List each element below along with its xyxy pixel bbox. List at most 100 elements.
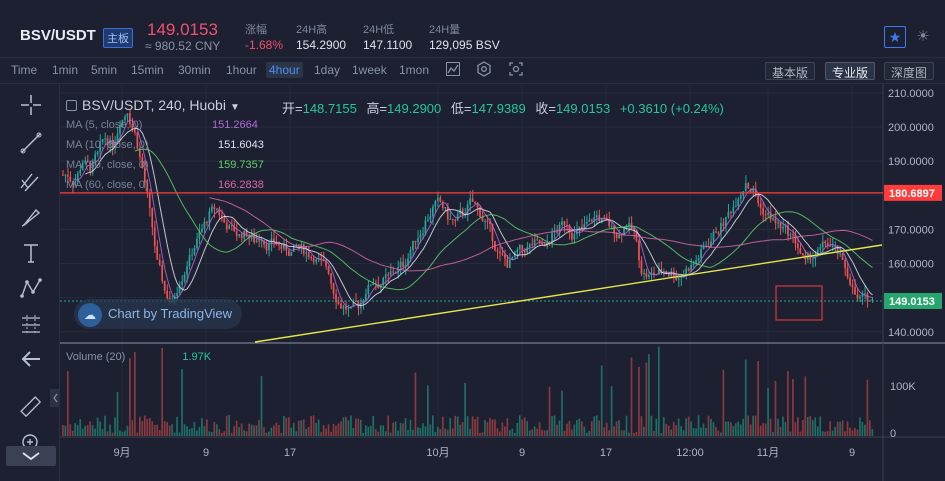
close-value: 149.0153 xyxy=(555,101,611,116)
tradingview-watermark[interactable]: ☁ Chart by TradingView xyxy=(74,299,243,329)
depth-chart-button[interactable]: 深度图 xyxy=(884,62,935,80)
drawing-tools-rail xyxy=(0,84,60,481)
tf-1day[interactable]: 1day xyxy=(314,63,341,77)
close-label: 收= xyxy=(535,101,556,116)
volume-bar xyxy=(854,427,856,436)
ma10-legend[interactable]: MA (10, close, 0) xyxy=(66,139,149,151)
favorite-star-icon[interactable]: ★ xyxy=(884,26,906,48)
brush-icon[interactable] xyxy=(18,204,44,230)
candle-body xyxy=(79,169,82,174)
tf-time[interactable]: Time xyxy=(11,63,38,77)
tf-1mon[interactable]: 1mon xyxy=(399,63,430,77)
volume-bar xyxy=(804,376,807,436)
tf-5min[interactable]: 5min xyxy=(91,63,118,77)
fullscreen-icon[interactable] xyxy=(506,61,526,81)
legend-toggle-icon[interactable] xyxy=(66,100,77,111)
back-arrow-icon[interactable] xyxy=(18,346,44,372)
candle-body xyxy=(508,259,511,268)
volume-bar xyxy=(151,421,154,436)
price-tick-label: 170.0000 xyxy=(888,224,934,236)
pair-name[interactable]: BSV/USDT xyxy=(20,27,96,44)
trend-line-icon[interactable] xyxy=(18,130,44,156)
volume-bar xyxy=(563,431,566,436)
volume-bar xyxy=(109,424,111,436)
tf-30min[interactable]: 30min xyxy=(178,63,211,77)
volume-bar xyxy=(494,419,496,436)
ma30-legend[interactable]: MA (30, close, 0) xyxy=(66,159,149,171)
volume-bar xyxy=(350,415,352,436)
highlight-box[interactable] xyxy=(775,285,823,321)
tf-1week[interactable]: 1week xyxy=(352,63,387,77)
candle-body xyxy=(779,222,782,229)
price-chart[interactable]: 210.0000 200.0000 190.0000 180.6897 170.0000… xyxy=(60,84,945,481)
volume-bar xyxy=(355,418,357,436)
volume-value: 129,095 BSV xyxy=(429,38,500,52)
volume-bar xyxy=(826,431,829,436)
settings-gear-icon[interactable] xyxy=(474,61,494,81)
candle-body xyxy=(230,225,233,227)
volume-bar xyxy=(382,425,385,436)
candle-body xyxy=(255,240,258,243)
chart-canvas[interactable]: 210.0000 200.0000 190.0000 180.6897 170.0000… xyxy=(60,84,945,481)
candle-body xyxy=(206,221,208,224)
volume-bar xyxy=(707,415,710,436)
tf-1hour[interactable]: 1hour xyxy=(226,63,257,77)
symbol-legend[interactable]: BSV/USDT, 240, Huobi ▼ xyxy=(66,97,240,113)
volume-bar xyxy=(613,426,615,436)
candle-body xyxy=(645,272,648,278)
theme-sun-icon[interactable]: ☀ xyxy=(916,28,930,45)
volume-bar xyxy=(255,425,258,436)
volume-bar xyxy=(377,431,380,436)
volume-legend[interactable]: Volume (20) 1.97K xyxy=(66,351,211,363)
support-trendline[interactable] xyxy=(254,244,883,343)
candle-body xyxy=(99,142,101,152)
candle-body xyxy=(784,225,787,227)
candle-body xyxy=(146,182,149,194)
candle-body xyxy=(156,246,159,260)
volume-bar xyxy=(258,419,260,436)
text-tool-icon[interactable] xyxy=(18,240,44,266)
price-tick-label: 210.0000 xyxy=(888,88,934,100)
basic-version-button[interactable]: 基本版 xyxy=(765,62,816,80)
symbol-menu-chevron-icon[interactable]: ▼ xyxy=(229,102,240,113)
pattern-icon[interactable] xyxy=(18,276,44,302)
volume-bar xyxy=(605,422,608,436)
candle-body xyxy=(312,258,315,262)
volume-bar xyxy=(191,428,193,436)
candle-body xyxy=(841,253,844,261)
volume-bar xyxy=(441,416,444,436)
ma60-legend[interactable]: MA (60, close, 0) xyxy=(66,179,149,191)
tf-1min[interactable]: 1min xyxy=(52,63,79,77)
fib-lines-icon[interactable] xyxy=(18,168,44,194)
candle-body xyxy=(141,157,144,168)
candle-body xyxy=(866,293,869,301)
collapse-left-icon[interactable] xyxy=(50,389,60,407)
symbol-label: BSV/USDT, 240, Huobi xyxy=(82,97,226,113)
ruler-icon[interactable] xyxy=(18,394,44,420)
volume-bar xyxy=(223,431,226,436)
pro-version-button[interactable]: 专业版 xyxy=(825,62,876,80)
candle-body xyxy=(829,245,831,247)
crosshair-icon[interactable] xyxy=(18,92,44,118)
candle-body xyxy=(181,281,183,285)
volume-bar xyxy=(710,418,712,436)
tf-15min[interactable]: 15min xyxy=(131,63,164,77)
candle-body xyxy=(148,193,151,209)
indicators-icon[interactable] xyxy=(443,61,463,81)
candle-body xyxy=(729,211,732,213)
volume-bar xyxy=(662,417,665,436)
candle-body xyxy=(340,303,342,309)
volume-bar xyxy=(739,424,742,436)
volume-bar xyxy=(620,430,623,436)
collapse-rail-button[interactable] xyxy=(6,446,56,466)
candle-body xyxy=(166,290,168,298)
tf-4hour[interactable]: 4hour xyxy=(266,62,303,78)
volume-bar xyxy=(816,426,819,436)
ma5-legend[interactable]: MA (5, close, 0) xyxy=(66,119,142,131)
low-value: 147.9389 xyxy=(471,101,526,116)
volume-bar xyxy=(300,420,303,436)
prediction-icon[interactable] xyxy=(18,312,44,338)
candle-body xyxy=(700,248,702,259)
high-value: 154.2900 xyxy=(296,38,347,52)
volume-bar xyxy=(166,422,168,436)
